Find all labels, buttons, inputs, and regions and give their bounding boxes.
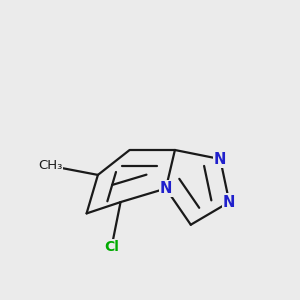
Text: N: N	[223, 195, 236, 210]
Text: N: N	[214, 152, 226, 166]
Text: Cl: Cl	[104, 240, 119, 254]
Text: N: N	[160, 181, 172, 196]
Text: CH₃: CH₃	[38, 159, 62, 172]
